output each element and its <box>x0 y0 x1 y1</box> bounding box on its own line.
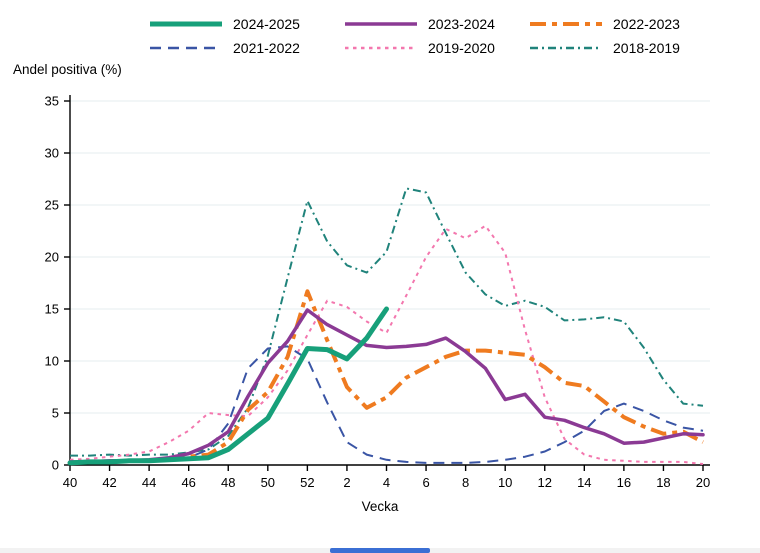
x-tick-label: 40 <box>63 475 77 490</box>
x-tick-label: 44 <box>142 475 156 490</box>
x-axis-label: Vecka <box>361 499 399 514</box>
x-tick-label: 8 <box>462 475 469 490</box>
series-line-2018-2019 <box>70 187 704 457</box>
y-tick-label: 15 <box>45 302 59 317</box>
legend-label: 2018-2019 <box>613 40 680 56</box>
x-tick-label: 4 <box>383 475 390 490</box>
legend-label: 2022-2023 <box>613 16 680 32</box>
legend-item-2018-2019: 2018-2019 <box>528 38 713 58</box>
legend-item-2024-2025: 2024-2025 <box>148 14 343 34</box>
legend-item-2023-2024: 2023-2024 <box>343 14 528 34</box>
legend-label: 2024-2025 <box>233 16 300 32</box>
legend-label: 2019-2020 <box>428 40 495 56</box>
x-tick-label: 50 <box>261 475 275 490</box>
x-tick-label: 18 <box>656 475 670 490</box>
x-tick-label: 12 <box>538 475 552 490</box>
series-line-2019-2020 <box>69 224 704 465</box>
x-tick-label: 6 <box>422 475 429 490</box>
chart-legend: 2024-2025 2023-2024 2022-2023 2021-2022 2019… <box>148 14 713 58</box>
legend-item-2021-2022: 2021-2022 <box>148 38 343 58</box>
legend-swatch-icon <box>530 46 602 50</box>
legend-swatch-icon <box>345 46 417 50</box>
x-tick-label: 46 <box>181 475 195 490</box>
series-line-2023-2024 <box>68 308 705 464</box>
y-tick-label: 0 <box>52 458 59 473</box>
x-tick-label: 2 <box>343 475 350 490</box>
x-tick-label: 42 <box>102 475 116 490</box>
scrollbar-thumb[interactable] <box>330 548 430 553</box>
x-tick-label: 16 <box>617 475 631 490</box>
y-tick-label: 25 <box>45 198 59 213</box>
x-tick-label: 48 <box>221 475 235 490</box>
scrollbar-track <box>0 548 760 553</box>
y-tick-label: 5 <box>52 406 59 421</box>
x-tick-label: 52 <box>300 475 314 490</box>
legend-swatch-icon <box>150 46 222 50</box>
series-line-2024-2025 <box>67 306 389 466</box>
legend-label: 2021-2022 <box>233 40 300 56</box>
x-tick-label: 14 <box>577 475 591 490</box>
y-tick-label: 20 <box>45 250 59 265</box>
series-line-2021-2022 <box>70 345 704 464</box>
y-tick-label: 35 <box>45 94 59 109</box>
y-axis-title: Andel positiva (%) <box>13 62 122 77</box>
legend-item-2022-2023: 2022-2023 <box>528 14 713 34</box>
y-tick-label: 10 <box>45 354 59 369</box>
x-tick-label: 10 <box>498 475 512 490</box>
legend-swatch-icon <box>150 21 222 27</box>
legend-label: 2023-2024 <box>428 16 495 32</box>
y-tick-label: 30 <box>45 146 59 161</box>
legend-swatch-icon <box>345 22 417 26</box>
x-tick-label: 20 <box>696 475 710 490</box>
legend-swatch-icon <box>530 22 602 26</box>
legend-item-2019-2020: 2019-2020 <box>343 38 528 58</box>
